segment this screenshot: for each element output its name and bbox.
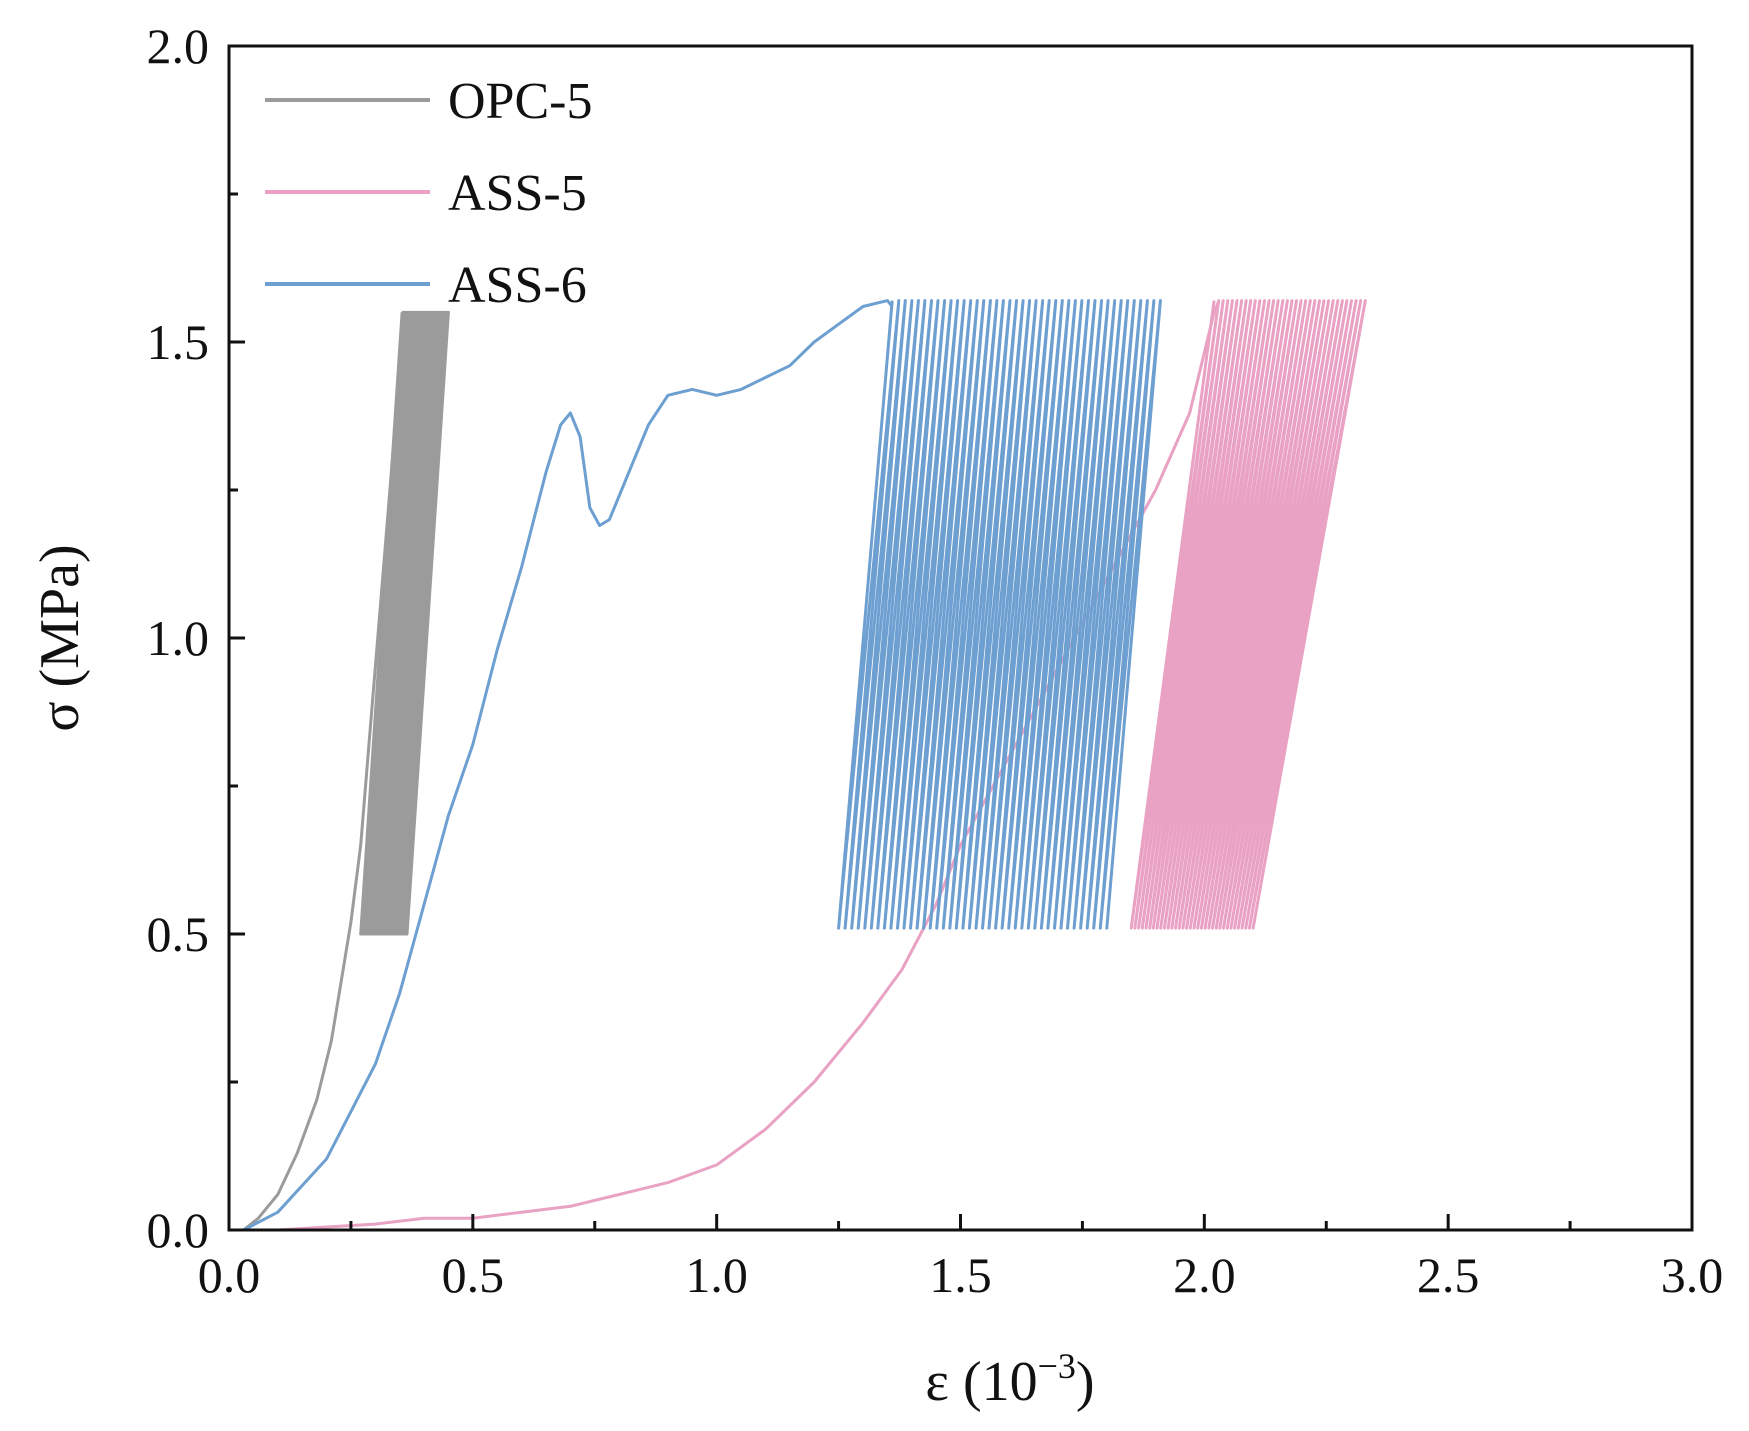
legend-label: ASS-6 xyxy=(448,257,587,314)
x-tick-label: 1.0 xyxy=(685,1247,748,1303)
axis-ticks: 0.0 0.5 1.0 1.5 2.0 2.5 3.0 0.0 0.5 1.0 1.5 2.0 xyxy=(147,18,1724,1303)
legend-label: ASS-5 xyxy=(448,165,587,222)
x-tick-label: 3.0 xyxy=(1661,1247,1724,1303)
x-tick-label: 0.5 xyxy=(442,1247,505,1303)
x-tick-label: 0.0 xyxy=(198,1247,261,1303)
series-layer xyxy=(229,299,1367,1232)
x-tick-label: 1.5 xyxy=(929,1247,992,1303)
x-axis-title-exponent: −3 xyxy=(1038,1346,1076,1386)
opc-5-cyclic-loops xyxy=(359,310,450,936)
y-tick-label: 2.0 xyxy=(147,18,210,74)
y-tick-label: 0.5 xyxy=(147,906,210,962)
ass-6-loading-curve xyxy=(242,299,894,1232)
y-tick-label: 1.5 xyxy=(147,314,210,370)
y-tick-label: 1.0 xyxy=(147,610,210,666)
x-axis-title-main: ε (10 xyxy=(925,1351,1037,1413)
y-tick-label: 0.0 xyxy=(147,1202,210,1258)
x-tick-label: 2.5 xyxy=(1417,1247,1480,1303)
y-axis-title: σ (MPa) xyxy=(29,544,91,731)
x-axis-title: ε (10−3) xyxy=(925,1346,1094,1413)
ass-6-cyclic-loops xyxy=(837,299,1162,930)
ass-5-cyclic-loops xyxy=(1129,299,1367,930)
x-tick-label: 2.0 xyxy=(1173,1247,1236,1303)
legend-label: OPC-5 xyxy=(448,73,592,130)
x-axis-title-close: ) xyxy=(1076,1351,1095,1413)
legend: OPC-5 ASS-5 ASS-6 xyxy=(265,73,592,314)
